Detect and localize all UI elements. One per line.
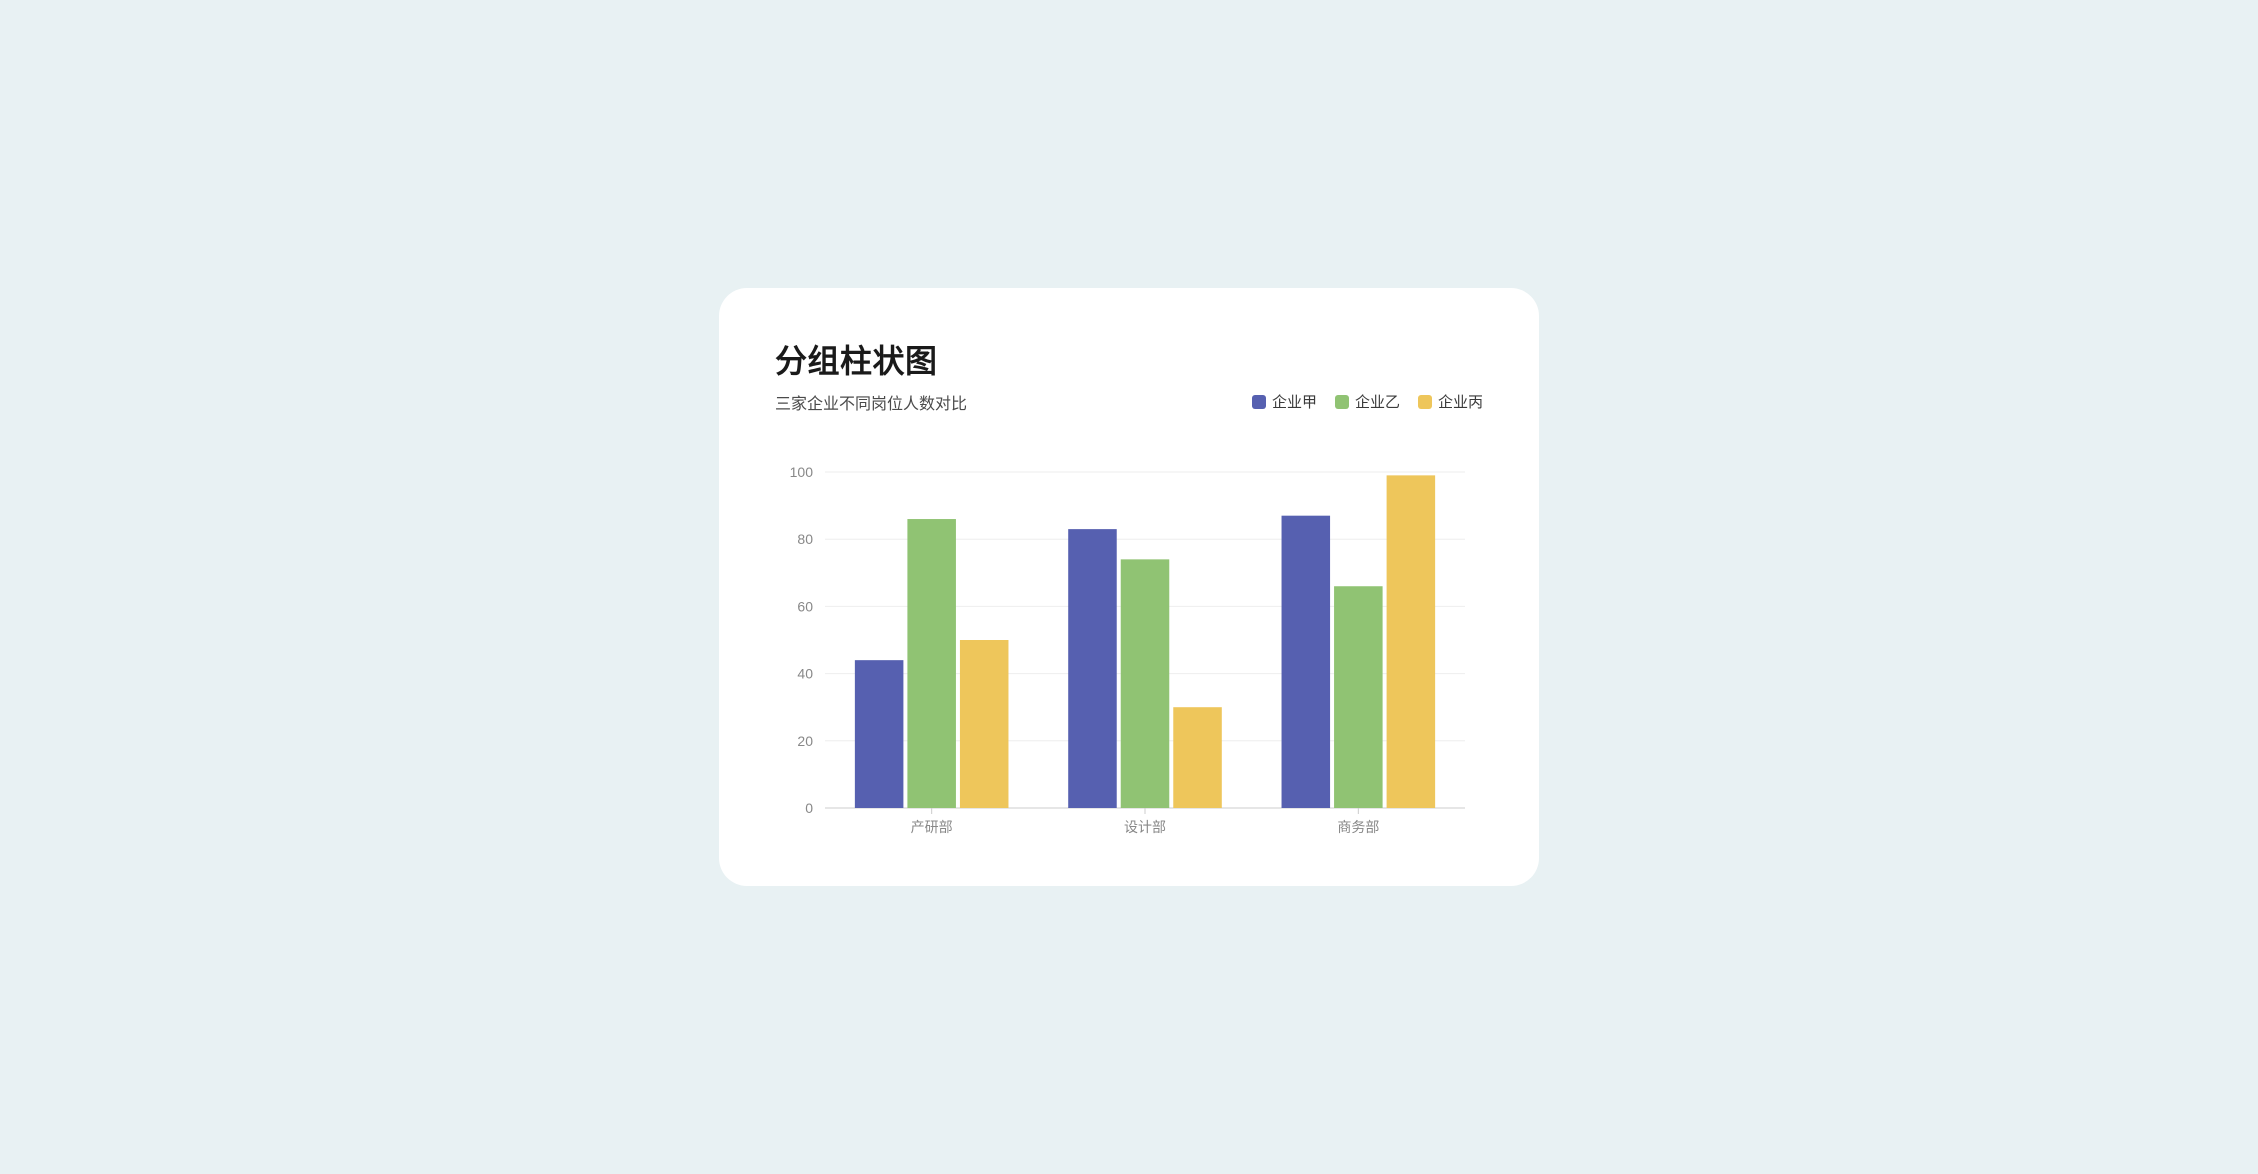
x-tick-label: 商务部: [1337, 819, 1379, 835]
legend-label: 企业丙: [1438, 391, 1483, 412]
legend-label: 企业乙: [1355, 391, 1400, 412]
bar[interactable]: [960, 640, 1009, 808]
bar[interactable]: [855, 660, 904, 808]
bar[interactable]: [1068, 529, 1117, 808]
chart-plot-area: 0 20 40 60 80 100 产研部 设计部 商务部: [775, 462, 1483, 842]
y-tick-label: 100: [790, 464, 814, 480]
legend-item[interactable]: 企业丙: [1418, 391, 1483, 412]
legend-swatch: [1418, 395, 1432, 409]
legend-item[interactable]: 企业甲: [1252, 391, 1317, 412]
bar[interactable]: [1282, 516, 1331, 808]
grouped-bar-chart: 0 20 40 60 80 100 产研部 设计部 商务部: [775, 462, 1475, 842]
bar[interactable]: [1173, 707, 1222, 808]
legend-swatch: [1335, 395, 1349, 409]
legend-label: 企业甲: [1272, 391, 1317, 412]
y-tick-label: 0: [805, 800, 813, 816]
y-tick-label: 40: [797, 666, 813, 682]
chart-card: 分组柱状图 三家企业不同岗位人数对比 企业甲 企业乙 企业丙 0 20 40 60 80 10…: [719, 288, 1539, 886]
bar[interactable]: [1387, 475, 1436, 808]
x-tick-label: 设计部: [1124, 819, 1166, 835]
chart-subtitle: 三家企业不同岗位人数对比: [775, 390, 967, 414]
x-tick-label: 产研部: [911, 819, 953, 835]
title-block: 分组柱状图 三家企业不同岗位人数对比: [775, 336, 967, 414]
chart-title: 分组柱状图: [775, 336, 967, 382]
bar[interactable]: [907, 519, 956, 808]
chart-header: 分组柱状图 三家企业不同岗位人数对比 企业甲 企业乙 企业丙: [775, 336, 1483, 414]
y-tick-label: 60: [797, 598, 813, 614]
bar[interactable]: [1121, 559, 1170, 808]
chart-legend: 企业甲 企业乙 企业丙: [1252, 391, 1483, 414]
y-tick-label: 80: [797, 531, 813, 547]
y-tick-label: 20: [797, 733, 813, 749]
legend-item[interactable]: 企业乙: [1335, 391, 1400, 412]
bar[interactable]: [1334, 586, 1383, 808]
legend-swatch: [1252, 395, 1266, 409]
